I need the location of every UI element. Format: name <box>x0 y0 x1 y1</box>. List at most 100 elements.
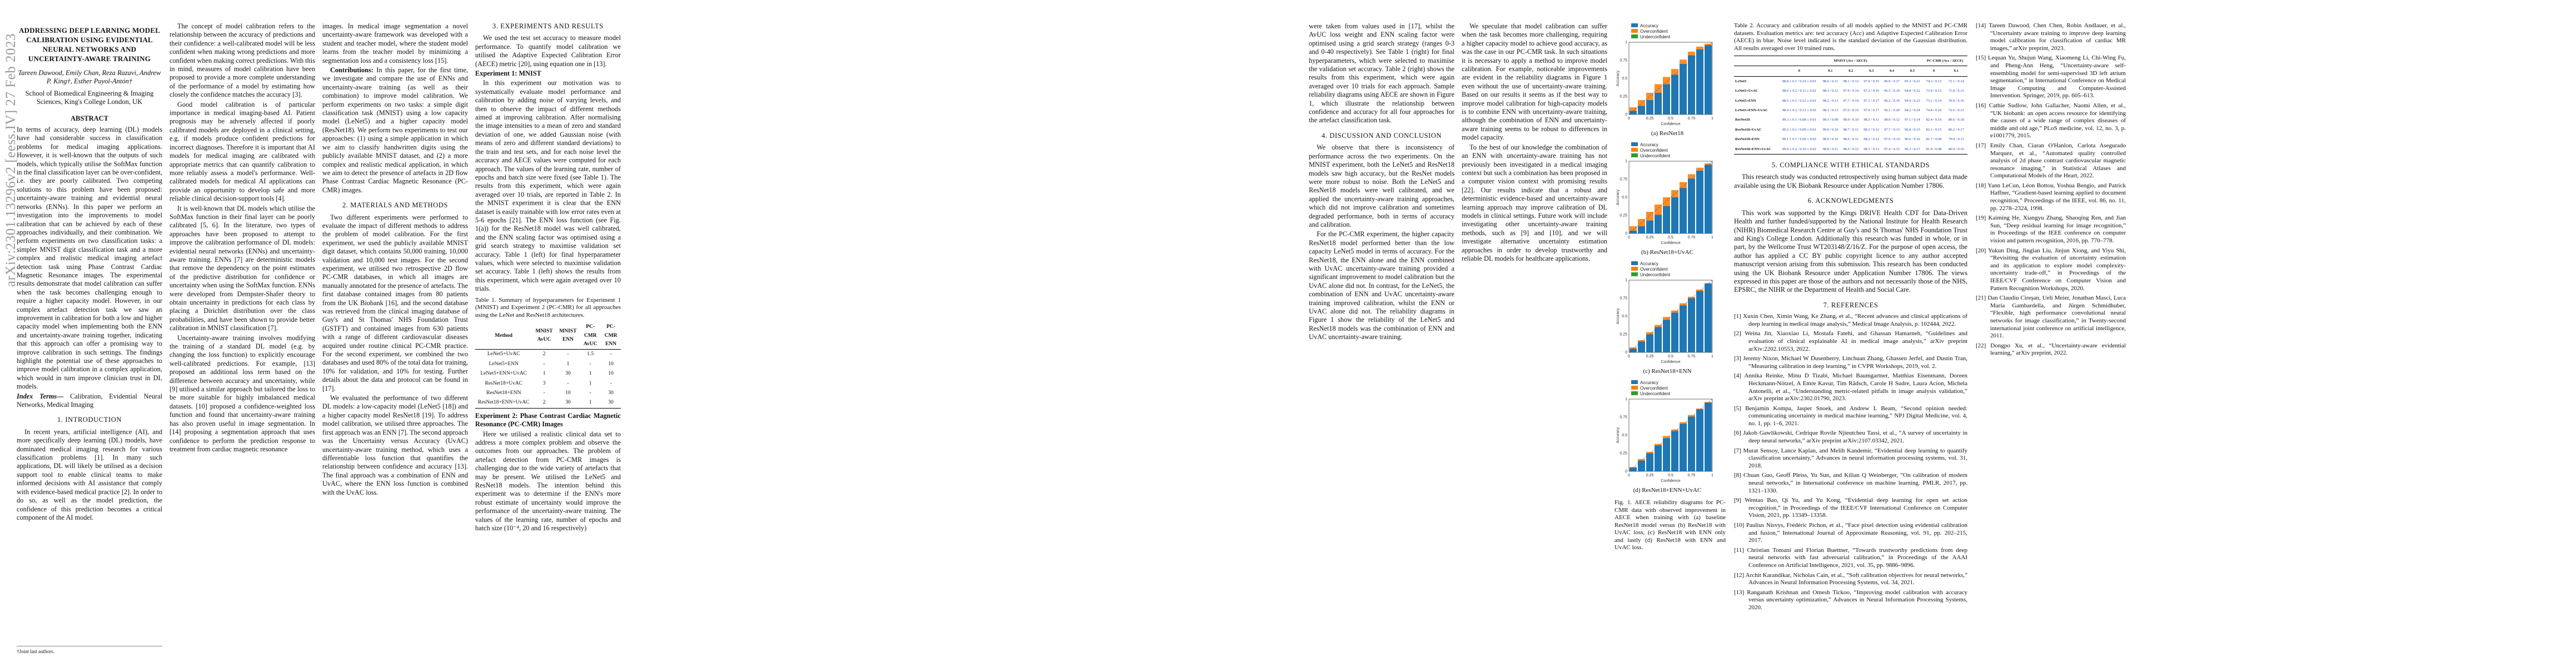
table-cell: 97.0 / 0.17 <box>1864 108 1880 113</box>
legend-swatch <box>1631 380 1638 384</box>
table-cell: 97.6 / 0.15 <box>1864 79 1880 83</box>
authors: Tareen Dawood, Emily Chan, Reza Razavi, … <box>18 69 161 86</box>
x-tick-label: 0.5 <box>1668 474 1673 477</box>
table-cell: 30 <box>608 390 614 396</box>
table-cell: 97.6 / 0.14 <box>1884 137 1900 142</box>
method-cell: LeNet5+ENN+UvAC <box>1735 108 1768 113</box>
y-tick-label: 0 <box>1625 470 1627 474</box>
subfigure-caption: (b) ResNet18+UvAC <box>1641 248 1693 256</box>
reference-item: [13] Ranganath Krishnan and Omesh Tickoo… <box>1734 589 1967 611</box>
accuracy-bar <box>1663 438 1670 471</box>
x-tick-label: 0.5 <box>1668 236 1673 240</box>
table-cell: 97.9 / 0.14 <box>1843 89 1859 93</box>
table-cell: 1 <box>580 398 601 409</box>
reference-item: [9] Wentao Bao, Qi Yu, and Yu Kong, “Evi… <box>1734 497 1967 519</box>
y-tick-label: 0.25 <box>1620 214 1627 218</box>
x-tick-label: 0 <box>1628 236 1630 240</box>
accuracy-bar <box>1655 327 1662 352</box>
accuracy-bar <box>1630 349 1637 352</box>
perfect-calibration-line <box>1628 399 1713 472</box>
overconfident-bar <box>1663 436 1670 439</box>
reliability-diagram-panel: 0 0 0.25 0.25 0.5 0.5 0.75 0.75 1 1 Confidence Accu… <box>1615 377 1720 496</box>
table-cell: 98.5 / 0.12 <box>1840 144 1861 155</box>
intro-paragraph-4: It is well-known that DL models which ut… <box>170 204 315 332</box>
reference-item: [8] Chuan Guo, Geoff Pleiss, Yu Sun, and… <box>1734 472 1967 494</box>
overconfident-bar <box>1671 190 1678 197</box>
table-cell: 98.5 ± 0.1 / 0.12 ± 0.01 <box>1782 98 1816 103</box>
overconfident-bar <box>1646 451 1653 454</box>
y-tick-label: 0.25 <box>1620 95 1627 99</box>
noise-level-header: 0.2 <box>1840 66 1861 77</box>
intro-paragraph-1: In recent years, artificial intelligence… <box>17 427 162 521</box>
table-cell: ResNet18+ENN+UvAC <box>475 398 532 409</box>
intro-paragraph-2: The concept of model calibration refers … <box>170 22 315 99</box>
accuracy-bar <box>1646 220 1653 233</box>
legend-swatch <box>1631 261 1638 265</box>
method-cell: LeNet5+UvAC <box>1735 89 1758 93</box>
y-tick-label: 0 <box>1625 232 1627 236</box>
table-row: ResNet18+ENN - 10 - 30 <box>475 389 621 398</box>
methods-paragraph-2: We evaluated the performance of two diff… <box>322 394 468 496</box>
table-cell: 98.6 / 0.11 <box>1843 137 1859 142</box>
table-cell <box>1734 66 1778 77</box>
overconfident-bar <box>1646 93 1653 100</box>
method-cell: LeNet5+ENN <box>1735 98 1756 103</box>
table-row: LeNet5+UvAC 2 - 1.5 - <box>475 350 621 360</box>
table-cell: 96.2 / 0.19 <box>1884 98 1900 103</box>
table-cell: 30 <box>565 371 571 377</box>
overconfident-bar <box>1630 107 1637 111</box>
reference-item: [1] Xuxin Chen, Ximin Wang, Ke Zhang, et… <box>1734 313 1967 327</box>
footnote: †Joint last authors. <box>17 645 162 656</box>
table-cell: 80.6 / 0.18 <box>1948 118 1964 122</box>
legend-label: Underconfident <box>1640 153 1671 158</box>
table-2-noise-header: 0 0.1 0.2 0.3 0.4 0.5 0 0.1 <box>1734 66 1967 77</box>
x-tick-label: 0.5 <box>1668 117 1673 121</box>
reference-item: [11] Christian Tomani and Florian Buettn… <box>1734 546 1967 569</box>
x-tick-label: 0.75 <box>1688 474 1696 477</box>
table-row: LeNet5+ENN+UvAC 1 30 1 10 <box>475 369 621 379</box>
intro-paragraph-3: Good model calibration is of particular … <box>170 100 315 203</box>
y-tick-label: 0.75 <box>1620 416 1627 420</box>
reference-item: [16] Cathie Sudlow, John Gallacher, Naom… <box>1976 102 2126 140</box>
y-tick-label: 1 <box>1625 397 1627 401</box>
table-cell: 98.9 / 0.10 <box>1822 137 1838 142</box>
table-cell: - <box>589 361 591 367</box>
table-cell: 82.1 / 0.15 <box>1926 127 1942 132</box>
overconfident-bar <box>1688 296 1695 298</box>
experiment-1-heading: Experiment 1: MNIST <box>475 69 621 78</box>
reference-item: [22] Dongpo Xu, et al., “Uncertainty-awa… <box>1976 342 2126 357</box>
y-axis-label: Accuracy <box>1616 308 1620 324</box>
overconfident-bar <box>1696 289 1703 291</box>
method-cell: ResNet18+ENN+UvAC <box>1734 144 1778 155</box>
y-tick-label: 0.5 <box>1622 196 1627 200</box>
reference-item: [4] Annika Reinke, Minu D Tizabi, Michae… <box>1734 372 1967 402</box>
table-cell: 98.0 / 0.12 <box>1884 118 1900 122</box>
experiment-1-title: Experiment 1: MNIST <box>475 69 541 78</box>
experiment-2-title: Experiment 2: Phase Contrast Cardiac Mag… <box>475 411 621 429</box>
legend-label: Accuracy <box>1640 261 1658 266</box>
x-tick-label: 0 <box>1628 355 1630 359</box>
reference-item: [17] Emily Chan, Ciaran O'Hanlon, Carlot… <box>1976 142 2126 180</box>
table-cell: 72.6 / 0.12 <box>1948 108 1964 113</box>
abstract-text: In terms of accuracy, deep learning (DL)… <box>17 126 162 391</box>
legend-swatch <box>1631 23 1638 27</box>
overconfident-bar <box>1671 310 1678 313</box>
perfect-calibration-line <box>1628 42 1713 115</box>
noise-level-header: 0 <box>1922 66 1945 77</box>
x-tick-label: 0 <box>1628 117 1630 121</box>
table-cell: 80.0 / 0.10 <box>1945 144 1967 155</box>
experiment-2-text: Here we utilised a realistic clinical da… <box>475 430 621 532</box>
legend-swatch <box>1631 272 1638 276</box>
reference-item: [20] Yukun Ding, Jinglan Liu, Jinjun Xio… <box>1976 247 2126 292</box>
legend-swatch <box>1631 29 1638 33</box>
overconfident-bar <box>1663 77 1670 84</box>
plot-axes <box>1628 42 1713 115</box>
table-2-group-header: MNIST (Acc / AECE) PC-CMR (Acc / AECE) <box>1734 55 1967 67</box>
legend-swatch <box>1631 391 1638 395</box>
table-cell: 99.1 ± 0.1 / 0.09 ± 0.02 <box>1782 137 1816 142</box>
column-5: were taken from values used in [17], whi… <box>1309 22 1454 343</box>
table-cell: 96.5 / 0.19 <box>1884 89 1900 93</box>
plot-axes <box>1628 280 1713 353</box>
experiment-1-text: In this experiment our motivation was to… <box>475 79 621 293</box>
accuracy-bar <box>1680 64 1687 115</box>
